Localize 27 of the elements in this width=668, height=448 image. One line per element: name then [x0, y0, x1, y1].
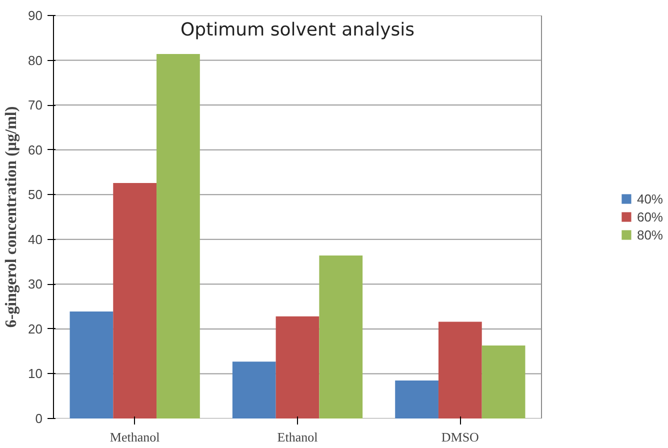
- y-axis-title: 6-gingerol concentration (µg/ml): [3, 106, 20, 328]
- bar: [482, 346, 526, 418]
- y-tick-label: 30: [28, 276, 43, 292]
- y-tick-label: 20: [28, 321, 43, 336]
- legend-label: 80%: [636, 227, 663, 242]
- y-tick-label: 70: [28, 98, 43, 113]
- bar: [232, 362, 276, 418]
- y-tick-label: 60: [28, 142, 43, 158]
- bar: [319, 256, 363, 418]
- x-tick-label: Methanol: [110, 430, 160, 444]
- bar: [156, 54, 200, 418]
- y-tick-label: 90: [28, 8, 43, 23]
- chart-title: Optimum solvent analysis: [180, 20, 415, 40]
- y-tick-label: 40: [28, 232, 43, 247]
- x-tick-label: DMSO: [441, 430, 479, 444]
- legend-label: 40%: [636, 191, 663, 206]
- y-tick-label: 80: [28, 52, 43, 68]
- y-tick-label: 0: [35, 411, 43, 426]
- bar: [70, 311, 114, 418]
- bar: [276, 316, 320, 418]
- legend-label: 60%: [636, 209, 663, 224]
- bar: [438, 322, 482, 418]
- y-tick-label: 50: [28, 187, 43, 202]
- x-tick-label: Ethanol: [277, 430, 318, 444]
- y-tick-label: 10: [28, 366, 43, 382]
- bar: [395, 380, 438, 418]
- bar: [113, 182, 157, 418]
